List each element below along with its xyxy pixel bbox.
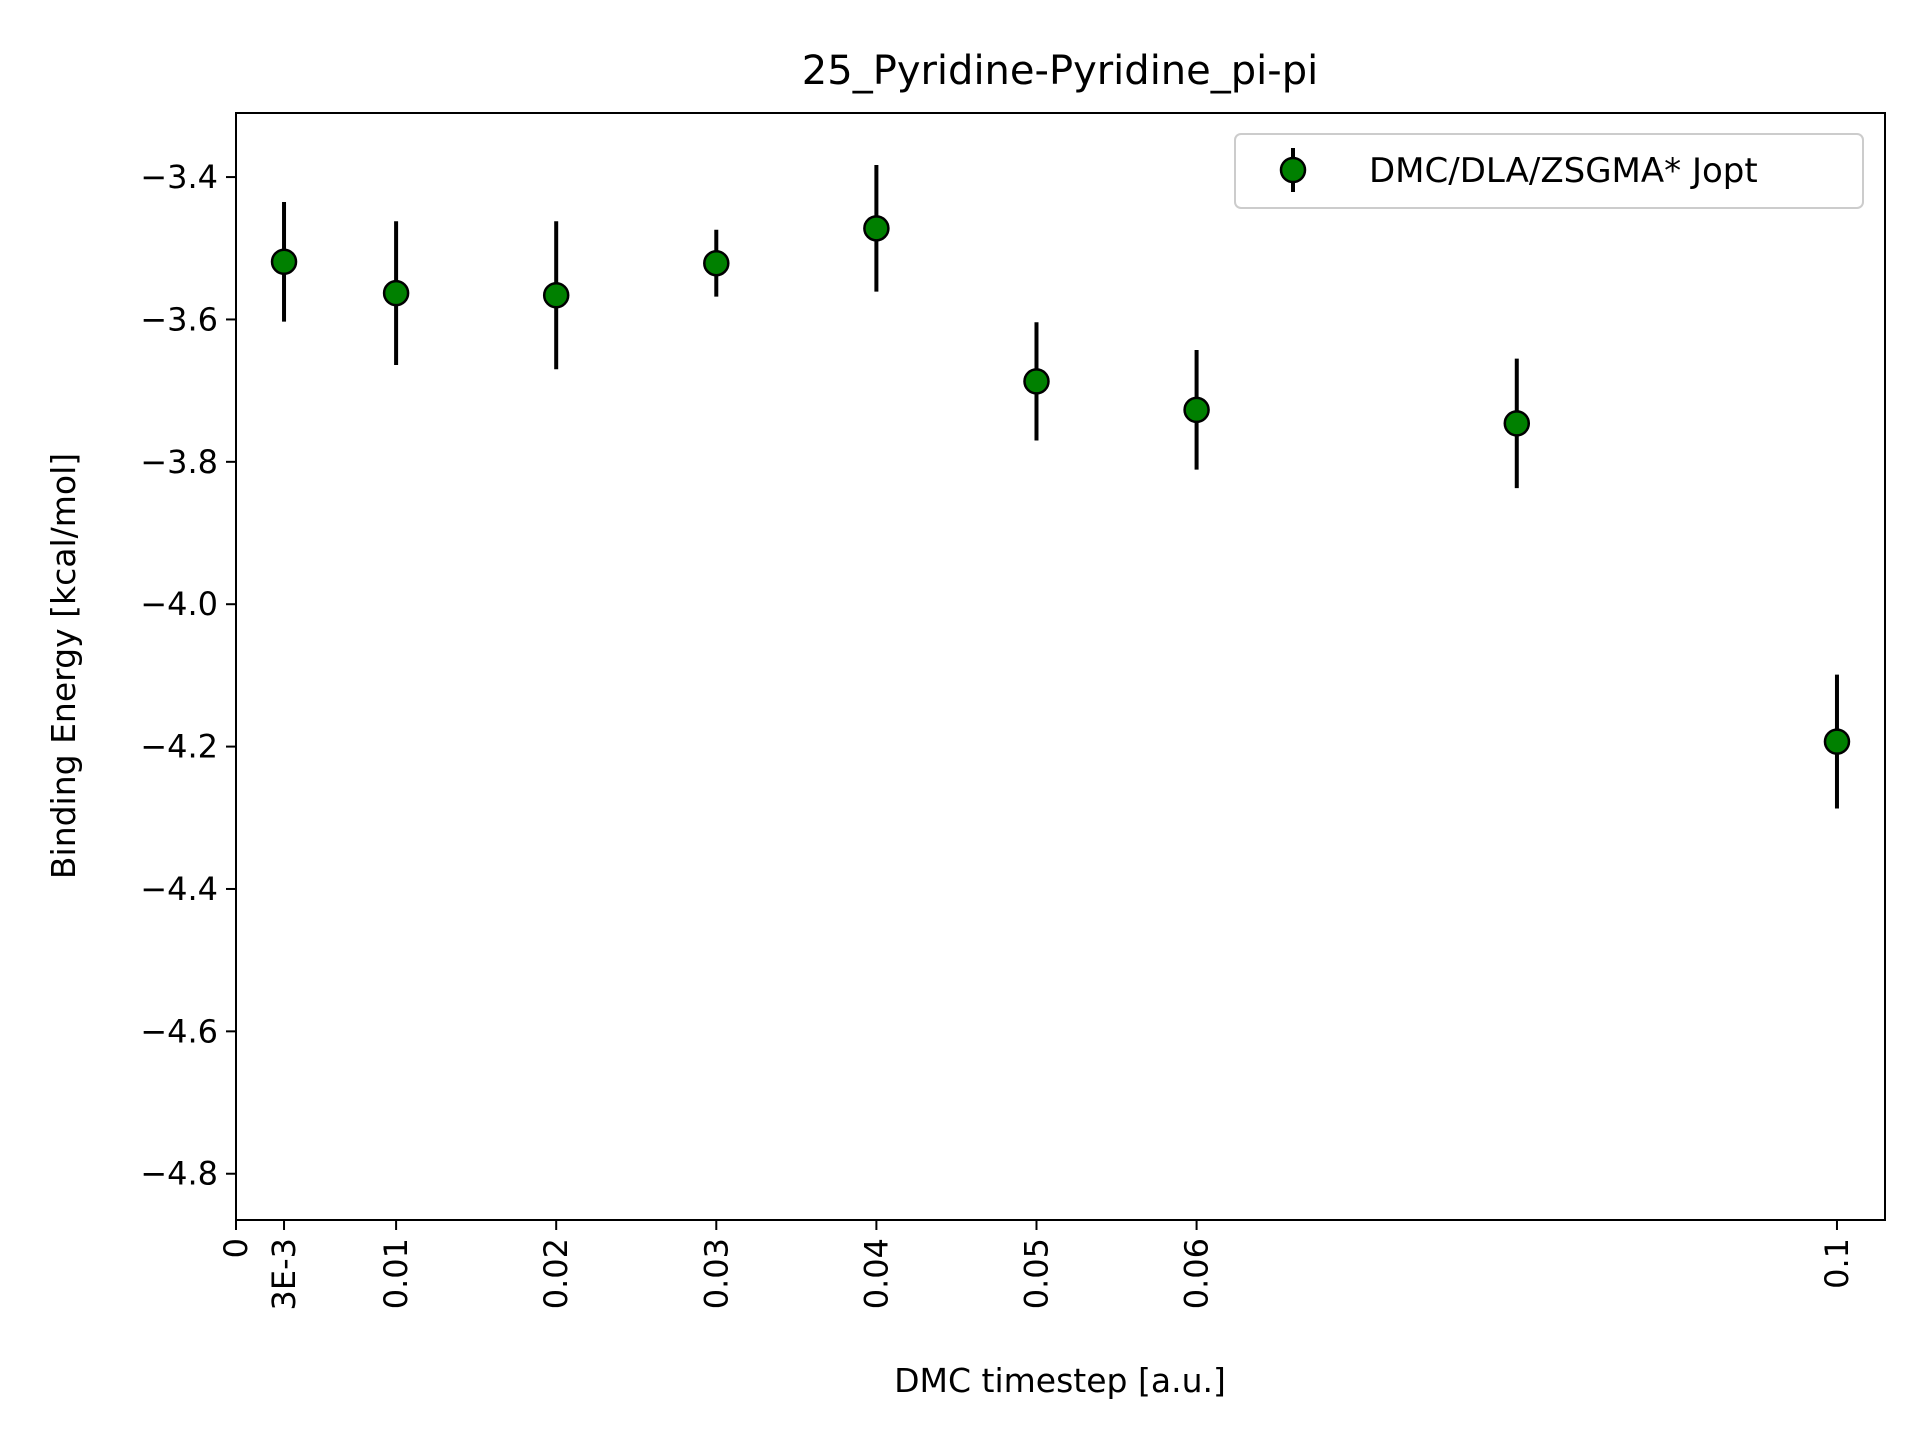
y-axis: −3.4 −3.6 −3.8 −4.0 −4.2 −4.4 −4.6 −4.8 bbox=[140, 158, 236, 1193]
data-point bbox=[863, 215, 890, 242]
x-tick-label: 0.04 bbox=[857, 1238, 895, 1309]
data-point bbox=[1183, 396, 1210, 424]
legend-box bbox=[1234, 133, 1864, 209]
x-tick-label: 0.03 bbox=[697, 1238, 735, 1309]
x-axis-label: DMC timestep [a.u.] bbox=[894, 1361, 1226, 1400]
x-tick-label: 0.05 bbox=[1017, 1238, 1055, 1309]
y-tick-label: −4.0 bbox=[140, 585, 218, 623]
y-tick-label: −4.8 bbox=[140, 1155, 218, 1193]
legend-entry-label: DMC/DLA/ZSGMA* Jopt bbox=[1369, 151, 1758, 191]
series-layer bbox=[270, 164, 1851, 809]
y-tick-label: −4.6 bbox=[140, 1012, 218, 1050]
legend: DMC/DLA/ZSGMA* Jopt bbox=[1234, 133, 1864, 209]
data-point bbox=[270, 248, 298, 276]
legend-marker bbox=[1279, 156, 1307, 184]
plot-frame bbox=[235, 112, 1886, 1221]
data-point bbox=[703, 249, 730, 277]
data-point bbox=[1023, 368, 1050, 395]
data-point bbox=[382, 279, 410, 307]
chart-title: 25_Pyridine-Pyridine_pi-pi bbox=[802, 48, 1318, 94]
x-tick-label: 0 bbox=[217, 1238, 255, 1258]
data-point bbox=[1503, 410, 1531, 437]
y-tick-label: −3.4 bbox=[140, 158, 218, 196]
x-tick-label: 0.01 bbox=[377, 1238, 415, 1309]
y-tick-label: −4.4 bbox=[140, 870, 218, 908]
data-point bbox=[542, 281, 570, 309]
data-point bbox=[1823, 728, 1851, 755]
x-tick-label: 0.06 bbox=[1178, 1238, 1216, 1309]
x-tick-label: 0.02 bbox=[537, 1238, 575, 1309]
x-tick-label: 3E-3 bbox=[265, 1238, 303, 1310]
y-tick-label: −3.8 bbox=[140, 443, 218, 481]
y-tick-label: −4.2 bbox=[140, 728, 218, 766]
y-tick-label: −3.6 bbox=[140, 300, 218, 338]
x-tick-label: 0.1 bbox=[1818, 1238, 1856, 1289]
y-axis-label: Binding Energy [kcal/mol] bbox=[44, 453, 83, 879]
x-axis: 0 3E-3 0.01 0.02 0.03 0.04 0.05 0.06 0.1 bbox=[217, 1220, 1856, 1310]
